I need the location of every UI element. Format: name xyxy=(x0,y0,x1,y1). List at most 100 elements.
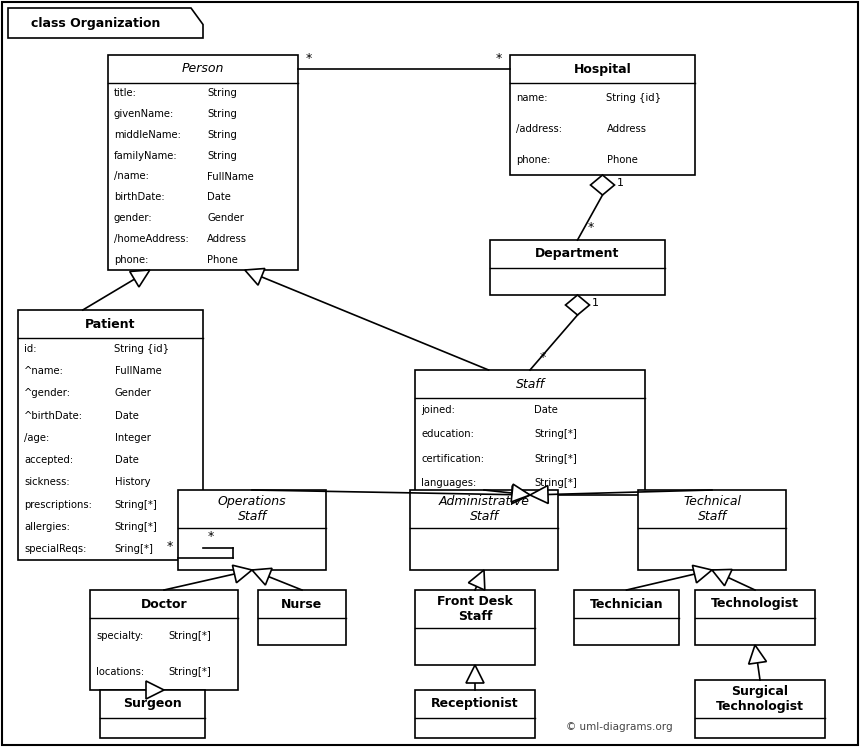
Polygon shape xyxy=(749,645,766,664)
Text: specialty:: specialty: xyxy=(96,631,144,641)
Bar xyxy=(695,590,815,645)
Polygon shape xyxy=(146,681,164,699)
Bar xyxy=(18,310,203,560)
Text: Date: Date xyxy=(114,455,138,465)
Bar xyxy=(638,490,786,570)
Text: Surgical
Technologist: Surgical Technologist xyxy=(716,685,804,713)
Text: Gender: Gender xyxy=(207,213,244,223)
Text: Address: Address xyxy=(606,124,647,134)
Text: String[*]: String[*] xyxy=(534,478,577,488)
Bar xyxy=(178,490,326,570)
Text: sickness:: sickness: xyxy=(24,477,70,487)
Bar xyxy=(415,690,535,738)
Text: String: String xyxy=(207,88,237,99)
Polygon shape xyxy=(530,486,548,503)
Bar xyxy=(574,590,679,645)
Text: name:: name: xyxy=(516,93,548,103)
Text: 1: 1 xyxy=(592,298,599,308)
Text: Date: Date xyxy=(534,405,558,415)
Text: Operations
Staff: Operations Staff xyxy=(218,495,286,523)
Text: Phone: Phone xyxy=(207,255,238,264)
Text: *: * xyxy=(587,221,593,234)
Text: Technical
Staff: Technical Staff xyxy=(683,495,741,523)
Text: String[*]: String[*] xyxy=(114,500,157,509)
Bar xyxy=(415,590,535,665)
Polygon shape xyxy=(8,8,203,38)
Text: String: String xyxy=(207,109,237,120)
Text: accepted:: accepted: xyxy=(24,455,73,465)
Text: ^gender:: ^gender: xyxy=(24,388,71,398)
Polygon shape xyxy=(232,565,252,583)
Text: FullName: FullName xyxy=(114,366,162,376)
Polygon shape xyxy=(712,569,732,586)
Text: Technician: Technician xyxy=(590,598,663,610)
Text: *: * xyxy=(495,52,502,65)
Text: class Organization: class Organization xyxy=(31,16,161,29)
Text: String[*]: String[*] xyxy=(168,667,211,677)
Text: Sring[*]: Sring[*] xyxy=(114,544,153,554)
Text: History: History xyxy=(114,477,150,487)
Text: /address:: /address: xyxy=(516,124,562,134)
Text: Receptionist: Receptionist xyxy=(431,698,519,710)
Text: /homeAddress:: /homeAddress: xyxy=(114,234,188,244)
Polygon shape xyxy=(692,565,712,583)
Text: Person: Person xyxy=(181,63,224,75)
Text: Date: Date xyxy=(114,411,138,421)
Text: prescriptions:: prescriptions: xyxy=(24,500,92,509)
Text: String[*]: String[*] xyxy=(114,521,157,532)
Bar xyxy=(490,240,665,295)
Text: Phone: Phone xyxy=(606,155,637,164)
Text: joined:: joined: xyxy=(421,405,455,415)
Bar xyxy=(510,55,695,175)
Text: Technologist: Technologist xyxy=(711,598,799,610)
Text: specialReqs:: specialReqs: xyxy=(24,544,86,554)
Text: givenName:: givenName: xyxy=(114,109,175,120)
Text: gender:: gender: xyxy=(114,213,152,223)
Bar xyxy=(410,490,558,570)
Text: Nurse: Nurse xyxy=(281,598,322,610)
Text: ^name:: ^name: xyxy=(24,366,64,376)
Bar xyxy=(100,690,205,738)
Text: *: * xyxy=(540,351,546,364)
Text: Gender: Gender xyxy=(114,388,151,398)
Text: /name:: /name: xyxy=(114,172,149,182)
Text: phone:: phone: xyxy=(516,155,550,164)
Text: locations:: locations: xyxy=(96,667,144,677)
Bar xyxy=(695,680,825,738)
Text: String[*]: String[*] xyxy=(168,631,211,641)
Text: FullName: FullName xyxy=(207,172,254,182)
Text: Patient: Patient xyxy=(85,317,136,330)
Text: ^birthDate:: ^birthDate: xyxy=(24,411,83,421)
Text: *: * xyxy=(167,540,173,553)
Polygon shape xyxy=(252,568,272,585)
Text: 1: 1 xyxy=(617,178,624,188)
Text: languages:: languages: xyxy=(421,478,476,488)
Text: String: String xyxy=(207,130,237,140)
Text: familyName:: familyName: xyxy=(114,151,178,161)
Text: education:: education: xyxy=(421,430,474,439)
Text: String[*]: String[*] xyxy=(534,430,577,439)
Polygon shape xyxy=(512,486,530,503)
Polygon shape xyxy=(245,268,265,285)
Text: Surgeon: Surgeon xyxy=(123,698,181,710)
Text: Administrative
Staff: Administrative Staff xyxy=(439,495,530,523)
Polygon shape xyxy=(466,665,484,683)
Text: certification:: certification: xyxy=(421,453,484,464)
Text: String {id}: String {id} xyxy=(114,344,169,354)
Text: *: * xyxy=(208,530,214,543)
Text: Staff: Staff xyxy=(515,377,544,391)
Text: Hospital: Hospital xyxy=(574,63,631,75)
Text: Front Desk
Staff: Front Desk Staff xyxy=(437,595,513,623)
Text: Doctor: Doctor xyxy=(141,598,187,610)
Text: String: String xyxy=(207,151,237,161)
Text: allergies:: allergies: xyxy=(24,521,70,532)
Polygon shape xyxy=(591,175,615,195)
Polygon shape xyxy=(511,484,530,502)
Text: phone:: phone: xyxy=(114,255,149,264)
Text: Integer: Integer xyxy=(114,433,150,443)
Text: String[*]: String[*] xyxy=(534,453,577,464)
Text: title:: title: xyxy=(114,88,137,99)
Bar xyxy=(90,590,238,690)
Text: © uml-diagrams.org: © uml-diagrams.org xyxy=(566,722,673,732)
Bar xyxy=(415,370,645,495)
